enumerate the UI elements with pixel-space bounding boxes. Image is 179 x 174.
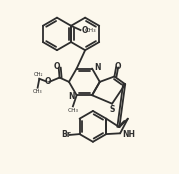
Text: CH₂: CH₂ bbox=[34, 72, 43, 77]
Text: N: N bbox=[94, 63, 100, 72]
Text: CH₃: CH₃ bbox=[32, 89, 42, 94]
Text: S: S bbox=[110, 105, 115, 114]
Text: O: O bbox=[45, 77, 51, 86]
Text: O: O bbox=[115, 62, 121, 71]
Text: O: O bbox=[81, 26, 88, 35]
Text: CH₃: CH₃ bbox=[84, 28, 96, 33]
Text: CH₃: CH₃ bbox=[67, 108, 78, 113]
Text: N: N bbox=[68, 92, 75, 101]
Text: NH: NH bbox=[122, 130, 135, 139]
Text: Br: Br bbox=[61, 130, 71, 139]
Text: O: O bbox=[54, 62, 60, 71]
